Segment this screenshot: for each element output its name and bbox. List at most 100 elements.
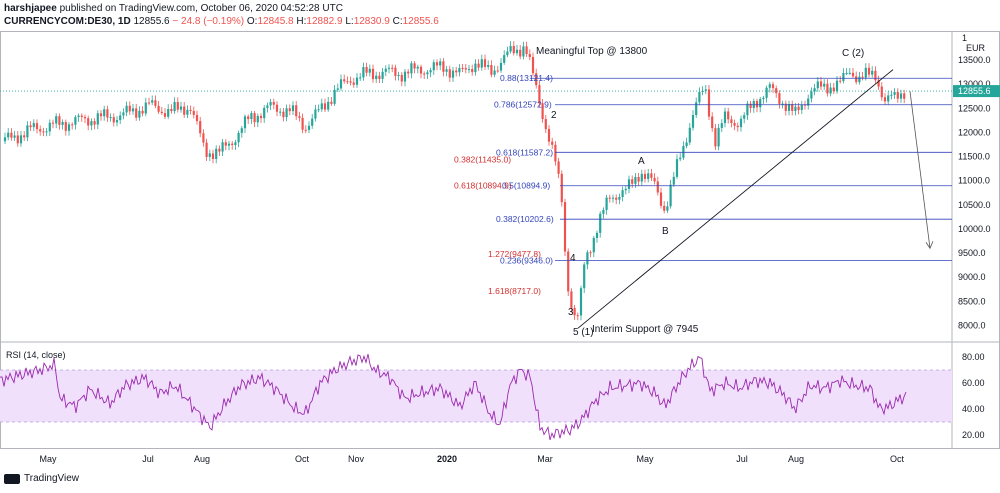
candle-body bbox=[157, 105, 160, 112]
price-tick: 1 bbox=[962, 33, 967, 43]
candle-body bbox=[199, 121, 202, 134]
candle-body bbox=[701, 90, 704, 93]
candle-body bbox=[461, 67, 464, 69]
rsi-line bbox=[0, 353, 907, 441]
candle-body bbox=[714, 128, 717, 147]
candle-body bbox=[560, 173, 563, 203]
low-label: L: bbox=[345, 16, 354, 27]
candle-body bbox=[435, 62, 439, 66]
candle-body bbox=[675, 159, 679, 177]
candle-body bbox=[243, 116, 247, 129]
time-tick: Oct bbox=[295, 454, 310, 464]
candle-body bbox=[515, 49, 519, 54]
candle-body bbox=[23, 135, 26, 138]
candle-body bbox=[794, 106, 797, 111]
candle-body bbox=[519, 49, 522, 57]
candle-body bbox=[541, 103, 544, 120]
candle-body bbox=[733, 123, 736, 126]
candle-body bbox=[810, 91, 813, 99]
candle-body bbox=[320, 103, 323, 110]
candle-body bbox=[269, 101, 272, 106]
candle-body bbox=[554, 144, 557, 162]
candle-body bbox=[144, 102, 147, 114]
candle-body bbox=[298, 116, 301, 118]
open-label: O: bbox=[246, 16, 258, 27]
candle-body bbox=[615, 197, 618, 200]
candle-body bbox=[48, 122, 51, 132]
candle-body bbox=[80, 115, 83, 117]
candle-body bbox=[93, 121, 96, 125]
candle-body bbox=[650, 173, 653, 178]
candle-body bbox=[3, 137, 7, 142]
candle-body bbox=[365, 67, 368, 73]
candle-body bbox=[503, 55, 506, 63]
candle-body bbox=[397, 74, 400, 76]
candle-body bbox=[855, 76, 858, 83]
candle-body bbox=[183, 106, 186, 115]
rsi-band bbox=[0, 370, 952, 422]
published-text: published on TradingView.com, October 06… bbox=[59, 3, 343, 14]
candle-body bbox=[813, 88, 816, 92]
candle-body bbox=[61, 122, 64, 125]
author-name[interactable]: harshjapee bbox=[4, 3, 57, 14]
candle-body bbox=[83, 116, 87, 119]
rsi-tick: 40.00 bbox=[962, 404, 985, 414]
candle-body bbox=[195, 114, 199, 122]
candle-body bbox=[871, 70, 874, 75]
candle-body bbox=[349, 81, 352, 83]
time-tick: Oct bbox=[890, 454, 905, 464]
low-value: 12830.9 bbox=[353, 16, 390, 27]
candle-body bbox=[653, 177, 656, 182]
candle-body bbox=[509, 45, 512, 52]
candle-body bbox=[71, 124, 74, 126]
candle-body bbox=[717, 127, 720, 147]
candle-body bbox=[275, 104, 279, 112]
candle-body bbox=[74, 117, 77, 125]
candle-body bbox=[599, 213, 602, 233]
candle-body bbox=[807, 98, 810, 106]
tradingview-logo[interactable]: TradingView bbox=[4, 473, 79, 484]
rsi-tick: 80.00 bbox=[962, 352, 985, 362]
candle-body bbox=[333, 89, 336, 104]
wave-label: 3 bbox=[568, 307, 574, 318]
candle-body bbox=[800, 104, 803, 110]
candle-body bbox=[250, 113, 253, 120]
candle-body bbox=[611, 197, 615, 199]
candle-body bbox=[64, 122, 67, 131]
wave-label: Interim Support @ 7945 bbox=[592, 324, 699, 335]
candle-body bbox=[394, 67, 397, 76]
fib-label: 0.618(10894.9) bbox=[454, 181, 512, 191]
candle-body bbox=[448, 69, 451, 78]
fibonacci-levels: 0.88(13121.4) 0.786(12572.9) 0.618(11587.2… bbox=[454, 73, 952, 296]
candle-body bbox=[736, 125, 739, 128]
candle-body bbox=[339, 79, 343, 89]
candle-body bbox=[173, 101, 176, 112]
candle-body bbox=[266, 105, 269, 108]
candle-body bbox=[291, 105, 295, 112]
candle-body bbox=[119, 115, 122, 121]
wave-label: B bbox=[662, 226, 669, 237]
candle-body bbox=[327, 101, 330, 110]
annotations: Meaningful Top @ 13800 2 A B 4 3 5 (1)Interim … bbox=[536, 46, 934, 338]
price-tick: 9000.0 bbox=[958, 272, 986, 282]
candle-body bbox=[58, 116, 61, 125]
candle-body bbox=[880, 86, 883, 98]
candle-body bbox=[314, 109, 317, 119]
candle-body bbox=[487, 65, 490, 67]
candle-body bbox=[787, 104, 791, 111]
close-value: 12855.6 bbox=[402, 16, 439, 27]
candle-body bbox=[176, 101, 179, 110]
candle-body bbox=[547, 129, 551, 142]
candle-body bbox=[858, 76, 861, 83]
price-tick: 12000.0 bbox=[958, 127, 991, 137]
rsi-tick: 60.00 bbox=[962, 378, 985, 388]
candle-body bbox=[663, 205, 666, 211]
candle-body bbox=[739, 118, 743, 128]
candle-body bbox=[13, 135, 16, 138]
fib-label: 0.236(9346.0) bbox=[500, 256, 553, 266]
candle-body bbox=[640, 173, 643, 182]
candle-body bbox=[77, 115, 80, 118]
candle-body bbox=[535, 73, 538, 86]
candle-body bbox=[496, 70, 499, 72]
